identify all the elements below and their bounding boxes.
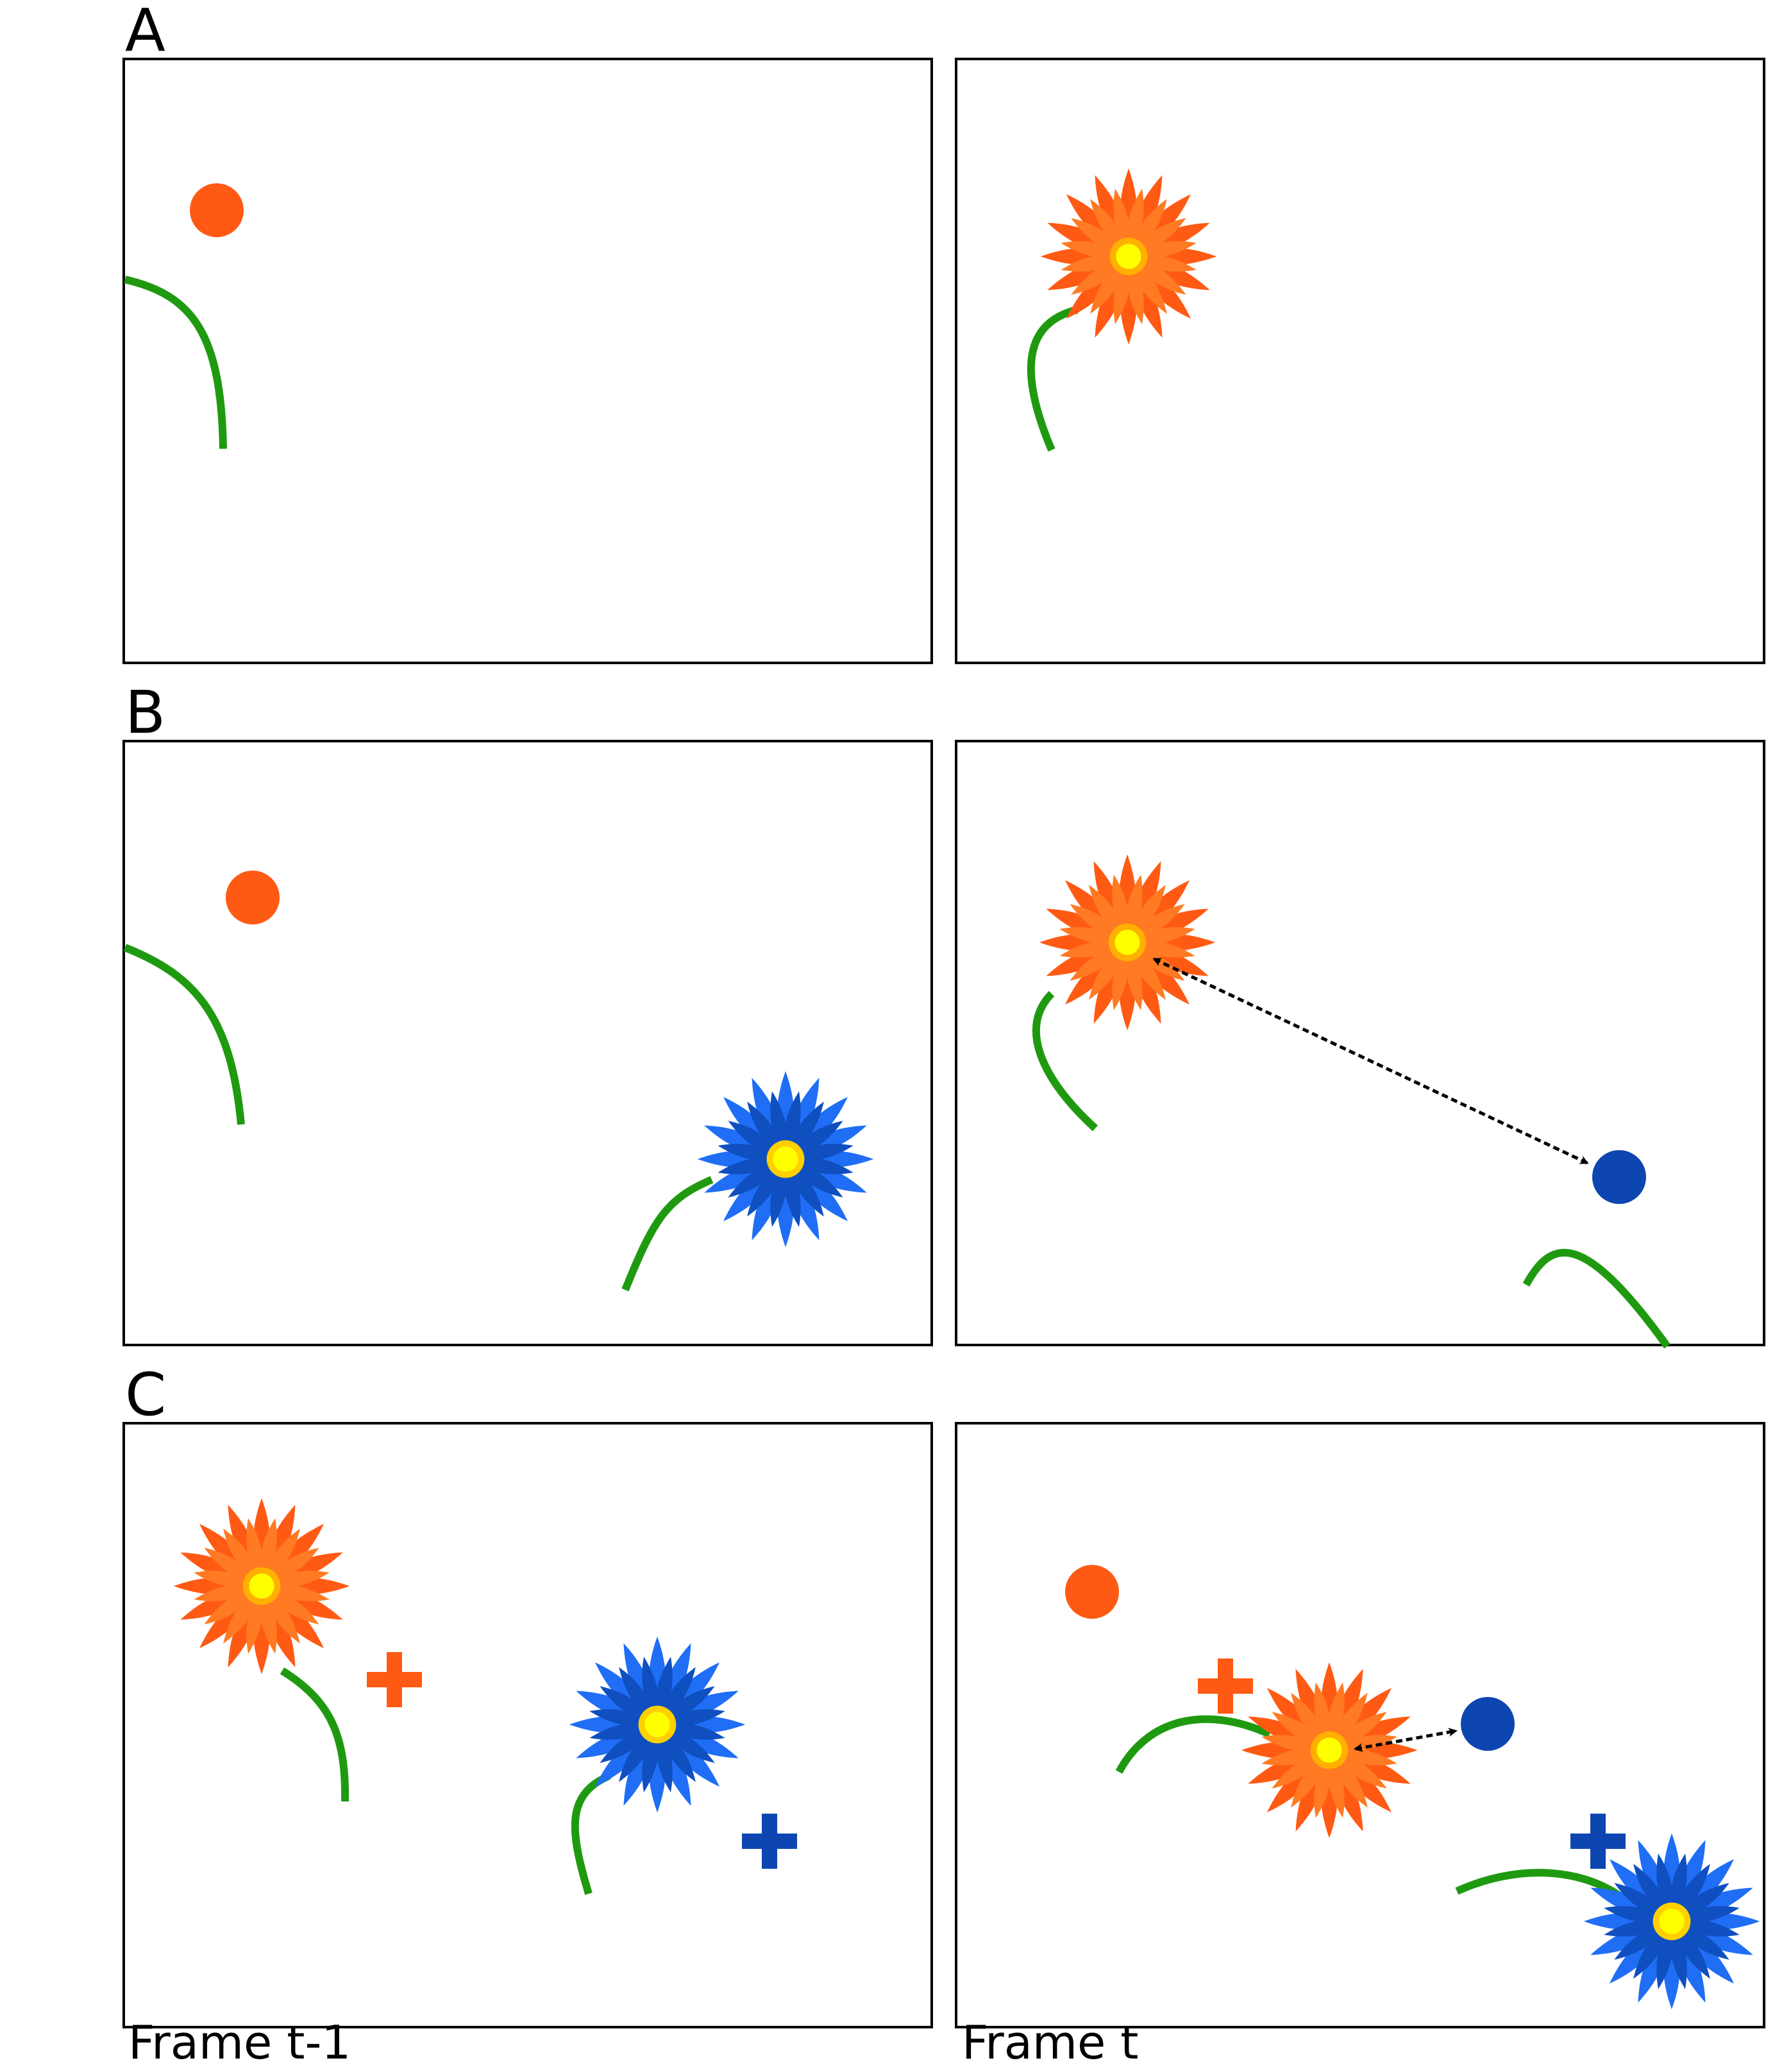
flower-stem [1115, 1715, 1272, 1774]
panel-c-frame-t-minus-1 [122, 1422, 933, 2028]
circle-marker [1592, 1150, 1646, 1204]
dashed-arrow [1152, 957, 1589, 1165]
panel-b-frame-t [955, 740, 1765, 1346]
panel-c-frame-t [955, 1422, 1765, 2028]
row-label-c: C [125, 1360, 167, 1429]
panel-a-frame-t [955, 58, 1765, 664]
flower-icon [1039, 855, 1215, 1030]
flower-icon [569, 1637, 745, 1812]
circle-marker [190, 183, 244, 237]
flower-stem [1032, 990, 1098, 1132]
row-label-a: A [125, 0, 165, 65]
flower-icon [698, 1071, 873, 1247]
panel-a-frame-t-minus-1 [122, 58, 933, 664]
circle-marker [1461, 1697, 1515, 1751]
plus-marker [1198, 1658, 1253, 1714]
flower-icon [1584, 1834, 1760, 2009]
flower-stem [1522, 1248, 1670, 1349]
flower-icon [1041, 169, 1216, 344]
flower-stem [1027, 306, 1079, 452]
flower-stem [123, 944, 245, 1125]
circle-marker [226, 871, 280, 924]
flower-stem [571, 1772, 611, 1895]
plus-marker [1570, 1814, 1626, 1869]
flower-stem [124, 276, 227, 449]
dashed-arrow [1354, 1728, 1458, 1752]
plus-marker [367, 1652, 422, 1707]
row-label-b: B [125, 678, 166, 747]
plus-marker [742, 1814, 797, 1869]
circle-marker [1065, 1565, 1119, 1619]
flower-stem [1455, 1869, 1625, 1901]
panel-b-frame-t-minus-1 [122, 740, 933, 1346]
flower-stem [621, 1176, 714, 1292]
flower-icon [174, 1498, 349, 1674]
flower-stem [280, 1667, 349, 1802]
flower-icon [1241, 1662, 1417, 1838]
